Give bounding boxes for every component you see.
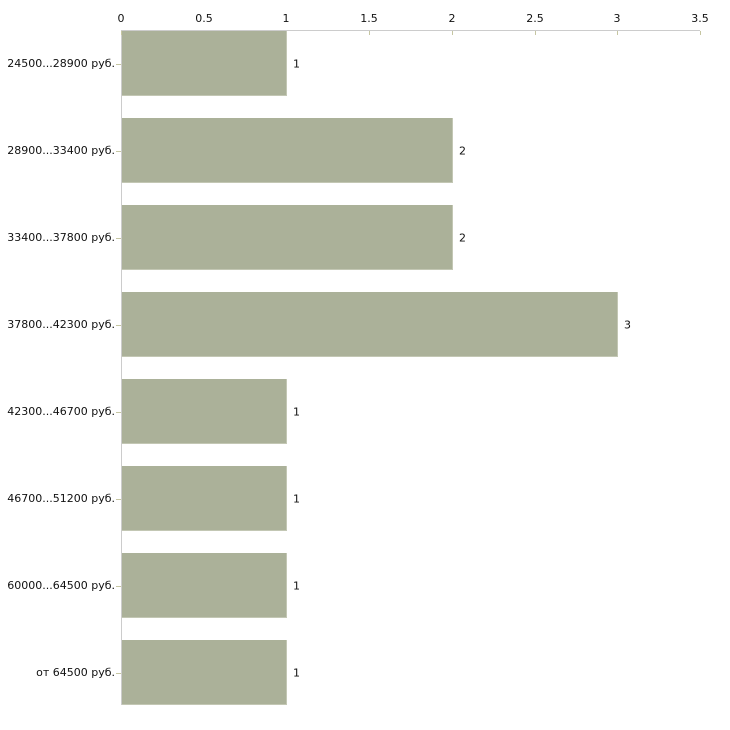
y-axis-tick-mark (116, 673, 121, 674)
x-axis-tick-label: 2 (448, 12, 456, 25)
x-axis-tick-label: 0.5 (195, 12, 213, 25)
x-axis-tick-mark (535, 31, 536, 35)
x-axis-tick-label: 0 (117, 12, 125, 25)
y-axis-category-label: от 64500 руб. (36, 665, 115, 679)
x-axis-tick-label: 3.5 (691, 12, 709, 25)
bar-value-label: 3 (624, 318, 631, 331)
bar (122, 31, 287, 96)
bar (122, 118, 453, 183)
y-axis-category-label: 60000...64500 руб. (7, 578, 115, 592)
y-axis-category-label: 33400...37800 руб. (7, 230, 115, 244)
x-axis-tick-mark (452, 31, 453, 35)
y-axis-tick-mark (116, 412, 121, 413)
y-axis-category-label: 46700...51200 руб. (7, 491, 115, 505)
bar-value-label: 1 (293, 579, 300, 592)
y-axis-tick-mark (116, 151, 121, 152)
bar (122, 292, 618, 357)
bar-value-label: 1 (293, 57, 300, 70)
x-axis-tick-label: 1 (282, 12, 290, 25)
y-axis-tick-mark (116, 499, 121, 500)
y-axis-line (121, 30, 122, 705)
x-axis-tick-mark (700, 31, 701, 35)
y-axis-tick-mark (116, 64, 121, 65)
x-axis-tick-mark (369, 31, 370, 35)
bar (122, 553, 287, 618)
x-axis-tick-label: 2.5 (526, 12, 544, 25)
bar (122, 379, 287, 444)
x-axis-tick-mark (121, 31, 122, 35)
y-axis-category-label: 42300...46700 руб. (7, 404, 115, 418)
bar-value-label: 1 (293, 405, 300, 418)
y-axis-tick-mark (116, 586, 121, 587)
bar (122, 640, 287, 705)
bar-value-label: 1 (293, 492, 300, 505)
bar (122, 205, 453, 270)
y-axis-category-label: 24500...28900 руб. (7, 56, 115, 70)
bar-value-label: 2 (459, 144, 466, 157)
bar-value-label: 2 (459, 231, 466, 244)
x-axis-tick-label: 1.5 (360, 12, 378, 25)
y-axis-category-label: 28900...33400 руб. (7, 143, 115, 157)
y-axis-category-label: 37800...42300 руб. (7, 317, 115, 331)
bar-value-label: 1 (293, 666, 300, 679)
x-axis-line (121, 30, 700, 31)
bar (122, 466, 287, 531)
y-axis-tick-mark (116, 325, 121, 326)
x-axis-tick-mark (617, 31, 618, 35)
y-axis-tick-mark (116, 238, 121, 239)
x-axis-tick-label: 3 (613, 12, 621, 25)
